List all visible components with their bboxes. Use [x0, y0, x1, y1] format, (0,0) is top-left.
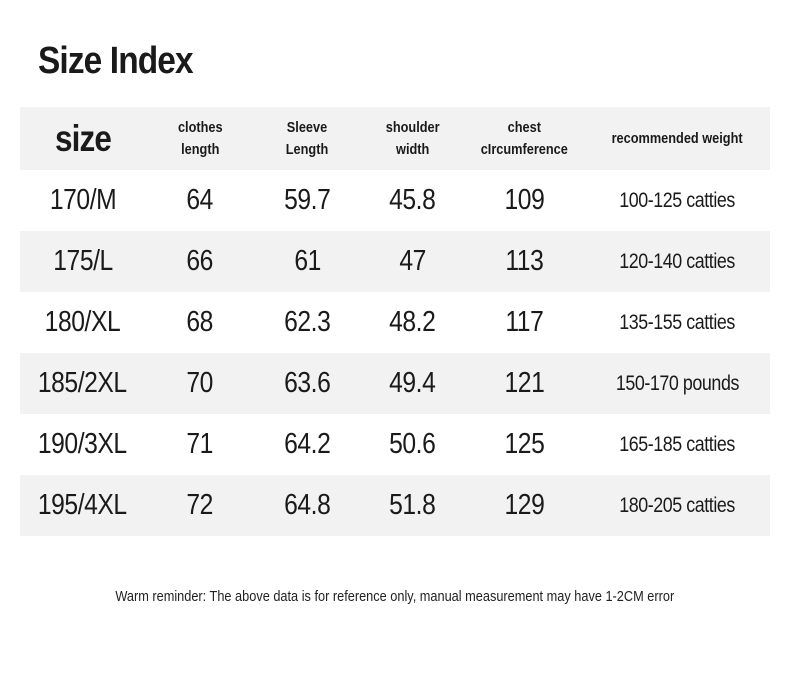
table-header-row: size clothes length Sleeve Length should… — [20, 107, 770, 170]
header-chest-circumference: chest cIrcumference — [465, 117, 585, 161]
cell-shoulder-width: 50.6 — [389, 428, 436, 460]
cell-clothes-length: 72 — [186, 489, 214, 521]
table-row: 190/3XL 71 64.2 50.6 125 165-185 catties — [20, 414, 770, 475]
cell-chest-circumference: 117 — [505, 306, 544, 338]
header-clothes-length-line1: clothes — [177, 118, 223, 136]
footer-reminder: Warm reminder: The above data is for ref… — [0, 588, 790, 605]
cell-clothes-length: 66 — [186, 245, 214, 277]
cell-clothes-length: 70 — [186, 367, 214, 399]
cell-recommended-weight: 100-125 catties — [619, 188, 736, 212]
header-sleeve-length: Sleeve Length — [255, 117, 360, 161]
header-shoulder-width-line2: width — [395, 140, 429, 158]
cell-chest-circumference: 109 — [504, 184, 545, 216]
cell-size: 175/L — [52, 245, 113, 277]
cell-recommended-weight: 120-140 catties — [619, 249, 736, 273]
header-shoulder-width-line1: shoulder — [385, 118, 440, 136]
cell-size: 195/4XL — [38, 489, 128, 521]
header-size-label: size — [54, 117, 112, 159]
size-table: size clothes length Sleeve Length should… — [20, 107, 770, 536]
cell-sleeve-length: 62.3 — [284, 306, 331, 338]
cell-size: 170/M — [49, 184, 116, 216]
cell-size: 185/2XL — [38, 367, 128, 399]
header-clothes-length: clothes length — [145, 117, 255, 161]
cell-shoulder-width: 49.4 — [389, 367, 436, 399]
page-title: Size Index — [38, 40, 194, 82]
header-recommended-weight: recommended weight — [585, 128, 770, 150]
footer-reminder-text: Warm reminder: The above data is for ref… — [115, 588, 675, 605]
cell-sleeve-length: 59.7 — [284, 184, 331, 216]
cell-recommended-weight: 135-155 catties — [619, 310, 736, 334]
cell-clothes-length: 64 — [186, 184, 214, 216]
cell-size: 190/3XL — [38, 428, 128, 460]
table-row: 175/L 66 61 47 113 120-140 catties — [20, 231, 770, 292]
header-size: size — [20, 118, 145, 160]
header-clothes-length-line2: length — [180, 140, 220, 158]
header-chest-circumference-line2: cIrcumference — [481, 140, 569, 158]
header-recommended-weight-label: recommended weight — [611, 129, 743, 147]
table-row: 170/M 64 59.7 45.8 109 100-125 catties — [20, 170, 770, 231]
header-sleeve-length-line1: Sleeve — [287, 118, 328, 136]
cell-recommended-weight: 180-205 catties — [619, 493, 736, 517]
cell-sleeve-length: 64.2 — [284, 428, 331, 460]
cell-chest-circumference: 125 — [504, 428, 545, 460]
table-row: 180/XL 68 62.3 48.2 117 135-155 catties — [20, 292, 770, 353]
cell-shoulder-width: 47 — [398, 245, 426, 277]
cell-size: 180/XL — [44, 306, 121, 338]
cell-shoulder-width: 48.2 — [389, 306, 436, 338]
table-row: 185/2XL 70 63.6 49.4 121 150-170 pounds — [20, 353, 770, 414]
cell-shoulder-width: 51.8 — [389, 489, 436, 521]
header-sleeve-length-line2: Length — [286, 140, 329, 158]
table-row: 195/4XL 72 64.8 51.8 129 180-205 catties — [20, 475, 770, 536]
cell-chest-circumference: 129 — [504, 489, 545, 521]
cell-chest-circumference: 121 — [504, 367, 545, 399]
cell-sleeve-length: 61 — [293, 245, 321, 277]
header-shoulder-width: shoulder width — [360, 117, 465, 161]
header-chest-circumference-line1: chest — [508, 118, 542, 136]
cell-chest-circumference: 113 — [505, 245, 544, 277]
cell-clothes-length: 68 — [186, 306, 214, 338]
cell-sleeve-length: 63.6 — [284, 367, 331, 399]
cell-shoulder-width: 45.8 — [389, 184, 436, 216]
cell-clothes-length: 71 — [186, 428, 214, 460]
cell-sleeve-length: 64.8 — [284, 489, 331, 521]
cell-recommended-weight: 165-185 catties — [619, 432, 736, 456]
cell-recommended-weight: 150-170 pounds — [615, 371, 740, 395]
